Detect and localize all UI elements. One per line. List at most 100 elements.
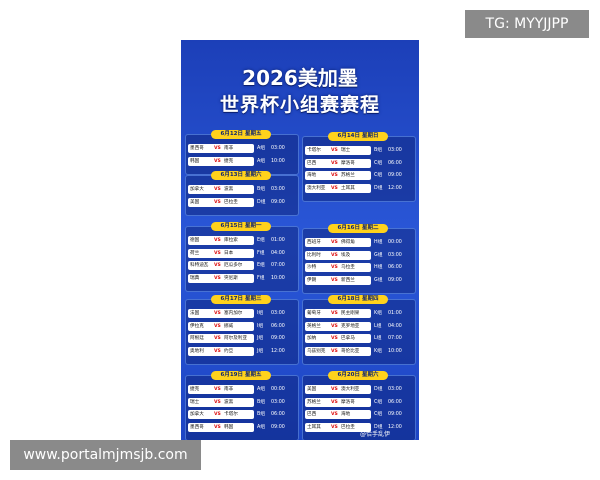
date: 6月14日 bbox=[337, 133, 361, 139]
vs-label: VS bbox=[331, 240, 338, 245]
home-team: 韩国 bbox=[190, 158, 200, 164]
match-row: 美国 VS 巴拉圭 bbox=[188, 197, 254, 207]
match-row: 墨西哥 VS 南非 bbox=[188, 144, 254, 153]
vs-label: VS bbox=[214, 199, 221, 205]
match-row: 乌兹别克 VS 哥伦比亚 bbox=[305, 346, 371, 356]
home-team: 美国 bbox=[307, 387, 317, 392]
vs-label: VS bbox=[331, 277, 338, 283]
match-row: 法国 VS 塞内加尔 bbox=[188, 309, 254, 318]
day-panel bbox=[185, 134, 299, 175]
vs-label: VS bbox=[214, 187, 221, 192]
group: L组 bbox=[374, 323, 382, 329]
group: B组 bbox=[257, 412, 266, 417]
match-row: 英格兰 VS 克罗地亚 bbox=[305, 321, 371, 331]
match-row: 阿根廷 VS 阿尔及利亚 bbox=[188, 334, 254, 343]
day-header: 6月19日 星期五 bbox=[211, 371, 271, 380]
home-team: 伊拉克 bbox=[190, 323, 204, 329]
time: 09:00 bbox=[388, 173, 402, 178]
date: 6月17日 bbox=[220, 296, 244, 302]
match-row: 加纳 VS 巴拿马 bbox=[305, 334, 371, 343]
home-team: 葡萄牙 bbox=[307, 311, 321, 316]
home-team: 乌兹别克 bbox=[307, 348, 326, 354]
group: A组 bbox=[257, 146, 266, 151]
title-line2: 世界杯小组赛赛程 bbox=[219, 94, 380, 116]
time: 12:00 bbox=[388, 185, 402, 191]
group: H组 bbox=[374, 240, 383, 245]
group: E组 bbox=[257, 238, 265, 243]
home-team: 苏格兰 bbox=[307, 399, 321, 405]
match-row: 卡塔尔 VS 瑞士 bbox=[305, 146, 371, 155]
title-line1: 2026美加墨 bbox=[242, 66, 358, 90]
away-team: 苏格兰 bbox=[341, 173, 355, 178]
vs-label: VS bbox=[214, 323, 221, 329]
vs-label: VS bbox=[214, 348, 221, 354]
date: 6月12日 bbox=[220, 131, 244, 137]
time: 03:00 bbox=[388, 387, 402, 392]
away-team: 民主刚果 bbox=[341, 311, 360, 316]
time: 10:00 bbox=[388, 348, 402, 354]
vs-label: VS bbox=[331, 399, 338, 405]
away-team: 克罗地亚 bbox=[341, 323, 360, 329]
group: D组 bbox=[374, 424, 383, 430]
day-header: 6月16日 星期二 bbox=[328, 224, 388, 233]
match-row: 澳大利亚 VS 土耳其 bbox=[305, 183, 371, 193]
website: www.portalmjmsjb.com bbox=[10, 440, 201, 470]
time: 03:00 bbox=[271, 311, 285, 316]
group: D组 bbox=[257, 199, 266, 205]
away-team: 南非 bbox=[224, 387, 234, 392]
group: D组 bbox=[374, 387, 383, 392]
group: J组 bbox=[257, 348, 264, 354]
match-row: 巴西 VS 摩洛哥 bbox=[305, 158, 371, 168]
vs-label: VS bbox=[331, 412, 338, 417]
away-team: 巴拿马 bbox=[341, 336, 355, 341]
group: I组 bbox=[257, 311, 264, 316]
day-header: 6月17日 星期三 bbox=[211, 295, 271, 304]
group: F组 bbox=[257, 275, 265, 281]
home-team: 加拿大 bbox=[190, 187, 204, 192]
home-team: 美国 bbox=[190, 199, 200, 205]
vs-label: VS bbox=[214, 238, 221, 243]
time: 03:00 bbox=[271, 146, 285, 151]
time: 12:00 bbox=[388, 424, 402, 430]
home-team: 捷克 bbox=[190, 387, 200, 392]
weekday: 星期六 bbox=[361, 372, 379, 378]
group: A组 bbox=[257, 424, 266, 430]
away-team: 乌拉圭 bbox=[341, 265, 355, 270]
weekday: 星期五 bbox=[244, 131, 262, 137]
match-row: 葡萄牙 VS 民主刚果 bbox=[305, 309, 371, 318]
home-team: 加纳 bbox=[307, 336, 317, 341]
vs-label: VS bbox=[214, 311, 221, 316]
match-row: 瑞典 VS 突尼斯 bbox=[188, 273, 254, 283]
day-header: 6月14日 星期日 bbox=[328, 132, 388, 141]
group: B组 bbox=[374, 148, 383, 153]
day-header: 6月18日 星期四 bbox=[328, 295, 388, 304]
match-row: 加拿大 VS 卡塔尔 bbox=[188, 410, 254, 419]
vs-label: VS bbox=[214, 387, 221, 392]
time: 10:00 bbox=[271, 158, 285, 164]
match-row: 比利时 VS 埃及 bbox=[305, 250, 371, 260]
match-row: 捷克 VS 南非 bbox=[188, 385, 254, 394]
home-team: 伊朗 bbox=[307, 277, 317, 283]
time: 04:00 bbox=[388, 323, 402, 329]
group: A组 bbox=[257, 387, 266, 392]
match-row: 西班牙 VS 佛得角 bbox=[305, 238, 371, 247]
away-team: 瑞士 bbox=[341, 148, 351, 153]
group: K组 bbox=[374, 348, 382, 354]
day-panel bbox=[185, 175, 299, 216]
time: 03:00 bbox=[388, 252, 402, 258]
date: 6月13日 bbox=[220, 172, 244, 178]
match-row: 海地 VS 苏格兰 bbox=[305, 171, 371, 180]
vs-label: VS bbox=[214, 336, 221, 341]
group: C组 bbox=[374, 412, 383, 417]
away-team: 摩洛哥 bbox=[341, 399, 355, 405]
home-team: 科特迪瓦 bbox=[190, 263, 209, 268]
home-team: 沙特 bbox=[307, 265, 317, 270]
home-team: 英格兰 bbox=[307, 323, 321, 329]
home-team: 德国 bbox=[190, 238, 200, 243]
away-team: 突尼斯 bbox=[224, 275, 238, 281]
day-header: 6月15日 星期一 bbox=[211, 222, 271, 231]
home-team: 土耳其 bbox=[307, 424, 321, 430]
time: 01:00 bbox=[271, 238, 285, 243]
away-team: 韩国 bbox=[224, 424, 234, 430]
